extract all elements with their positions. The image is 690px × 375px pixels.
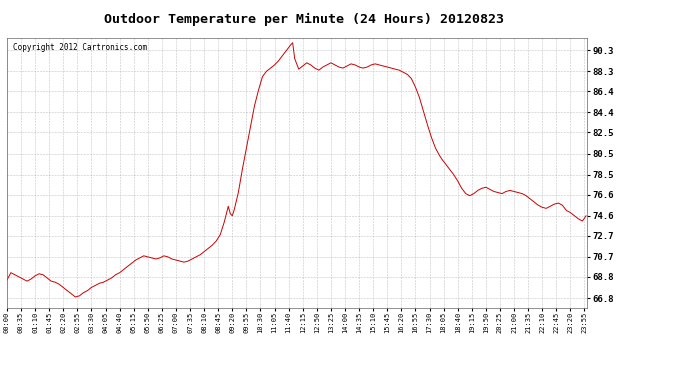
Text: Temperature  (°F): Temperature (°F) [594,19,679,28]
Text: Copyright 2012 Cartronics.com: Copyright 2012 Cartronics.com [12,43,147,52]
Text: Outdoor Temperature per Minute (24 Hours) 20120823: Outdoor Temperature per Minute (24 Hours… [104,13,504,26]
